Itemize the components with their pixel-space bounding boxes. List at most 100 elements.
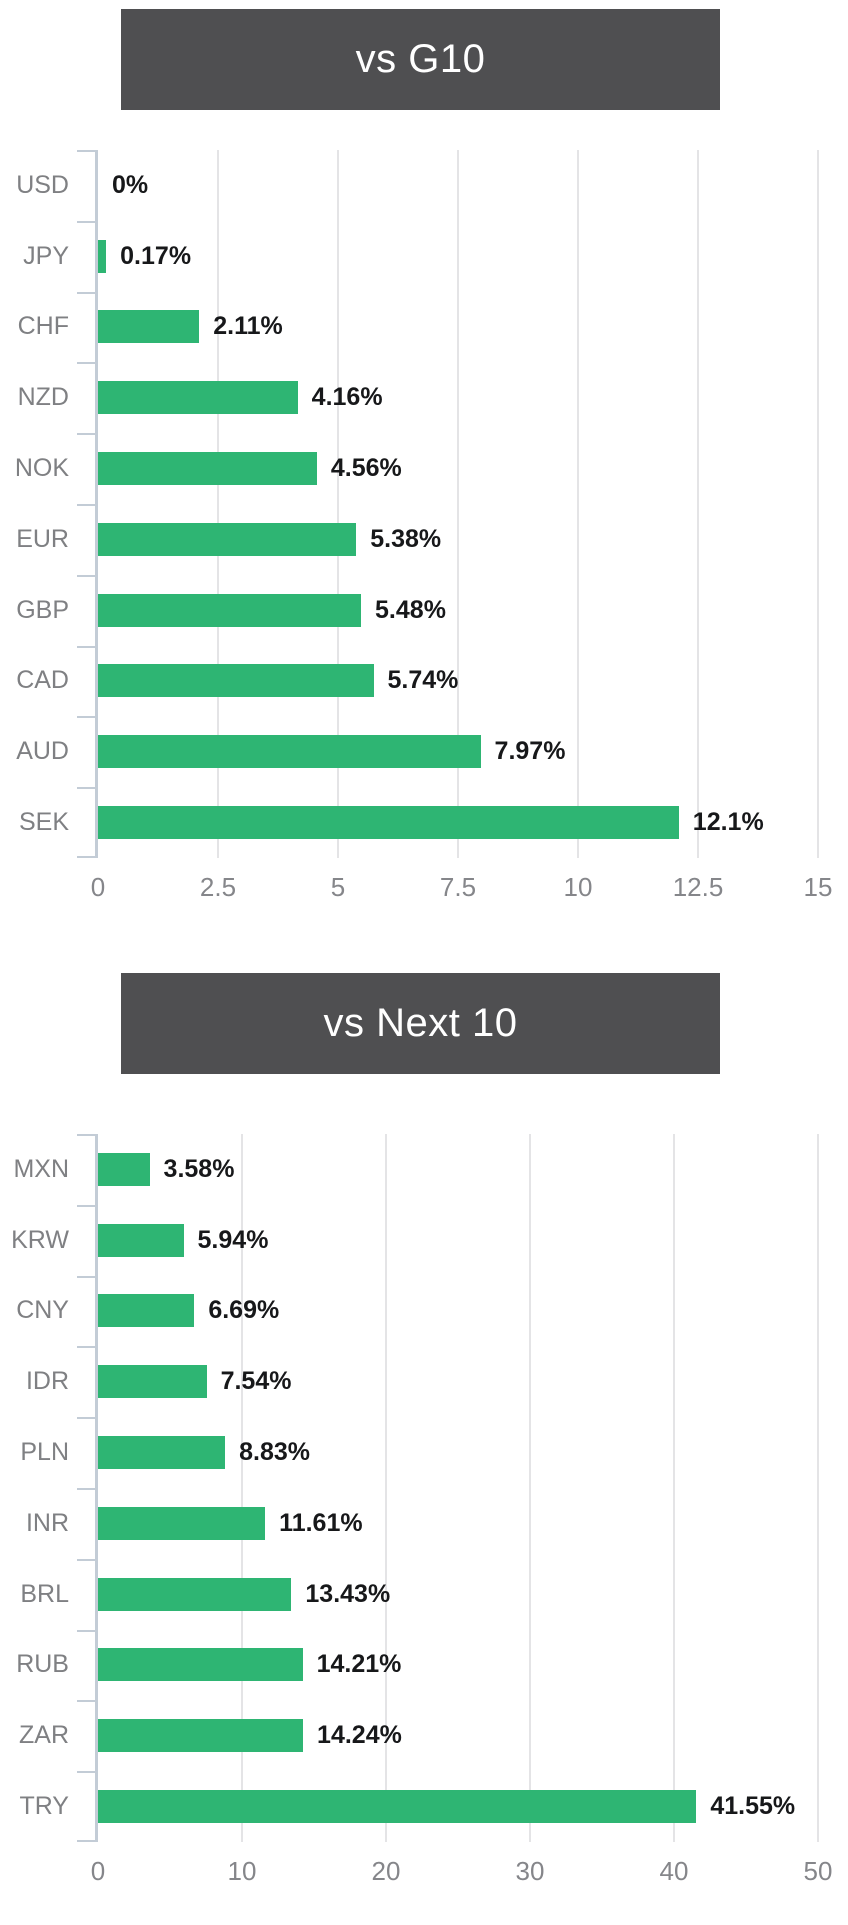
bar — [98, 381, 298, 415]
value-label: 0% — [112, 170, 149, 199]
y-axis-line — [95, 150, 98, 858]
value-label: 7.97% — [494, 737, 566, 766]
chart-row: USD 0% — [0, 150, 848, 221]
bar — [98, 1719, 304, 1753]
x-axis-tick-label: 30 — [515, 1856, 545, 1886]
bar — [98, 310, 200, 344]
chart-row: JPY 0.17% — [0, 221, 848, 292]
value-label: 7.54% — [220, 1367, 292, 1396]
y-axis-tick — [77, 1276, 96, 1278]
bar-rows-next10: MXN 3.58% KRW 5.94% CNY 6.69% IDR 7.54% PLN 8.83%… — [0, 1134, 848, 1842]
value-label: 13.43% — [305, 1579, 391, 1608]
bar-track: 5.94% — [96, 1205, 848, 1276]
page: vs G10 USD 0% JPY 0.17% CHF 2.11% NZD 4.16% NOK 4… — [0, 9, 848, 1886]
bar — [98, 1152, 150, 1186]
gridline — [817, 150, 819, 858]
bar-track: 7.54% — [96, 1346, 848, 1417]
category-label: NOK — [14, 454, 69, 483]
bar-track: 7.97% — [96, 716, 848, 787]
chart-row: GBP 5.48% — [0, 575, 848, 646]
x-axis-tick-label: 0 — [90, 872, 106, 902]
gridline — [385, 1134, 387, 1842]
value-label: 14.21% — [316, 1650, 402, 1679]
gridline — [577, 150, 579, 858]
x-axis-tick-label: 15 — [803, 872, 833, 902]
x-axis-tick-label: 10 — [563, 872, 593, 902]
x-axis-tick-label: 0 — [90, 1856, 106, 1886]
gridline — [337, 150, 339, 858]
chart-row: BRL 13.43% — [0, 1559, 848, 1630]
bar — [98, 1294, 195, 1328]
category-label: PLN — [20, 1438, 69, 1467]
category-label: JPY — [23, 241, 69, 270]
chart-row: RUB 14.21% — [0, 1630, 848, 1701]
category-label: INR — [25, 1508, 69, 1537]
y-axis-tick — [77, 221, 96, 223]
category-label: USD — [16, 170, 69, 199]
y-axis-tick — [77, 716, 96, 718]
chart-row: NZD 4.16% — [0, 362, 848, 433]
bar-track: 3.58% — [96, 1134, 848, 1205]
y-axis-tick — [77, 362, 96, 364]
x-axis-tick-label: 40 — [659, 1856, 689, 1886]
bar-chart-g10: USD 0% JPY 0.17% CHF 2.11% NZD 4.16% NOK 4.56% EUR… — [0, 150, 848, 902]
value-label: 2.11% — [213, 312, 283, 341]
chart-row: CAD 5.74% — [0, 646, 848, 717]
gridline — [217, 150, 219, 858]
category-label: CAD — [16, 666, 69, 695]
y-axis-tick — [77, 856, 96, 858]
gridline — [241, 1134, 243, 1842]
x-axis-g10: 0 2.5 5 7.5 10 12.5 15 — [91, 872, 833, 902]
value-label: 5.94% — [197, 1225, 269, 1254]
y-axis-tick — [77, 504, 96, 506]
category-label: IDR — [25, 1367, 69, 1396]
bar — [98, 1223, 184, 1257]
value-label: 14.24% — [317, 1721, 402, 1750]
bar-chart-next10: MXN 3.58% KRW 5.94% CNY 6.69% IDR 7.54% PLN 8.83%… — [0, 1134, 848, 1886]
bar-rows-g10: USD 0% JPY 0.17% CHF 2.11% NZD 4.16% NOK 4.56% EUR… — [0, 150, 848, 858]
bar-track: 0.17% — [96, 221, 848, 292]
value-label: 41.55% — [710, 1792, 796, 1821]
category-label: AUD — [16, 737, 69, 766]
value-label: 6.69% — [208, 1296, 280, 1325]
bar — [98, 239, 107, 273]
y-axis-tick — [77, 575, 96, 577]
chart-title-next10: vs Next 10 — [323, 1001, 518, 1045]
bar-track: 6.69% — [96, 1276, 848, 1347]
category-label: NZD — [17, 383, 69, 412]
bar-track: 12.1% — [96, 787, 848, 858]
chart-row: CHF 2.11% — [0, 292, 848, 363]
y-axis-tick — [77, 433, 96, 435]
bar-track: 4.56% — [96, 433, 848, 504]
y-axis-tick — [77, 150, 96, 152]
value-label: 4.16% — [311, 383, 383, 412]
bar-track: 41.55% — [96, 1771, 848, 1842]
y-axis-tick — [77, 1417, 96, 1419]
category-label: BRL — [20, 1579, 69, 1608]
value-label: 5.38% — [370, 524, 442, 553]
bar-track: 8.83% — [96, 1417, 848, 1488]
value-label: 11.61% — [279, 1508, 363, 1537]
bar — [98, 1365, 207, 1399]
y-axis-tick — [77, 1346, 96, 1348]
bar — [98, 593, 362, 627]
category-label: CHF — [17, 312, 69, 341]
category-label: CNY — [16, 1296, 69, 1325]
x-axis-tick-label: 10 — [227, 1856, 257, 1886]
chart-row: ZAR 14.24% — [0, 1700, 848, 1771]
bar — [98, 522, 357, 556]
chart-row: INR 11.61% — [0, 1488, 848, 1559]
y-axis-tick — [77, 1630, 96, 1632]
y-axis-tick — [77, 787, 96, 789]
x-axis-tick-label: 2.5 — [199, 872, 237, 902]
x-axis-tick-label: 7.5 — [439, 872, 477, 902]
bar — [98, 664, 374, 698]
y-axis-tick — [77, 646, 96, 648]
x-axis-next10: 0 10 20 30 40 50 — [91, 1856, 833, 1886]
category-label: KRW — [11, 1225, 69, 1254]
x-axis-tick-label: 50 — [803, 1856, 833, 1886]
y-axis-tick — [77, 1134, 96, 1136]
x-axis-tick-label: 12.5 — [672, 872, 724, 902]
value-label: 5.74% — [387, 666, 459, 695]
bar — [98, 735, 481, 769]
